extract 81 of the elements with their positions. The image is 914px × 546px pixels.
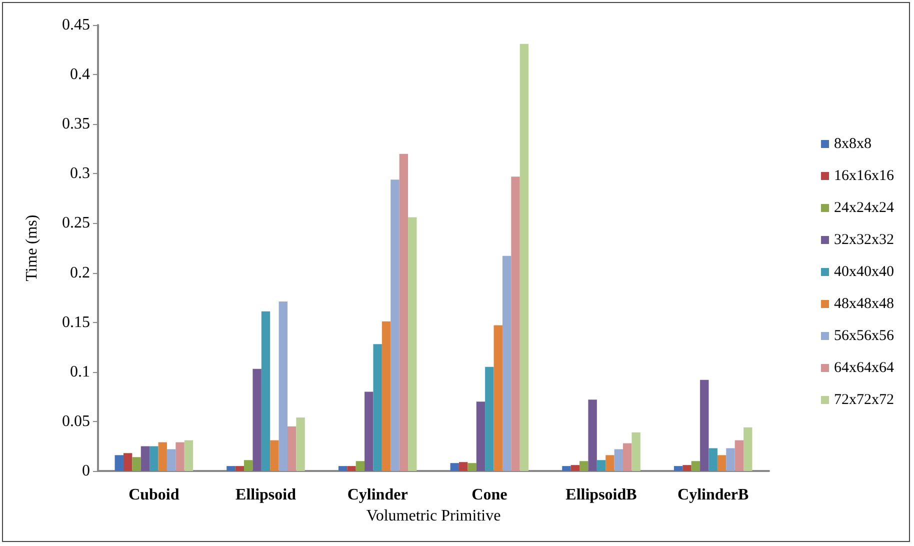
bar (287, 426, 296, 471)
bar (570, 465, 580, 471)
bar (176, 442, 184, 471)
y-tick-label: 0.35 (62, 116, 90, 133)
y-tick-label: 0 (82, 462, 90, 480)
bar (502, 256, 512, 471)
bar (596, 460, 606, 471)
bar (562, 466, 571, 471)
bar (373, 344, 382, 471)
x-tick-label: Cone (472, 486, 508, 504)
bar (132, 457, 141, 471)
x-tick-label: CylinderB (678, 486, 749, 504)
y-tick-label: 0.1 (70, 363, 90, 380)
bar (734, 440, 744, 471)
bar (399, 154, 408, 471)
legend-label: 24x24x24 (834, 200, 894, 216)
bar (691, 461, 700, 471)
bar (744, 427, 752, 471)
y-tick-label: 0.25 (62, 214, 90, 232)
bar (511, 176, 520, 471)
bar (338, 466, 348, 471)
bar (235, 466, 244, 471)
bar (364, 392, 374, 471)
bar (632, 432, 640, 471)
bar (244, 460, 253, 471)
bar (674, 466, 683, 471)
bar (682, 465, 692, 471)
y-tick-label: 0.05 (62, 412, 90, 430)
bar (382, 321, 391, 471)
legend-label: 32x32x32 (834, 232, 894, 248)
x-tick-label: EllipsoidB (566, 486, 638, 504)
y-tick-label: 0.4 (70, 66, 90, 84)
bar (622, 443, 632, 471)
y-axis-title: Time (ms) (24, 214, 40, 282)
legend-label: 8x8x8 (834, 136, 872, 152)
y-tick-label: 0.2 (70, 264, 90, 282)
bar (166, 449, 176, 471)
x-tick-label: Cuboid (128, 486, 180, 504)
bar (347, 466, 356, 471)
legend-label: 64x64x64 (834, 360, 894, 376)
bar (252, 368, 262, 471)
bar (184, 440, 194, 471)
bar (158, 442, 167, 471)
legend-label: 48x48x48 (834, 296, 894, 312)
bar (717, 455, 726, 471)
y-tick-label: 0.15 (62, 314, 90, 331)
bar (606, 455, 614, 471)
bar (476, 402, 486, 471)
x-tick-label: Cylinder (347, 486, 408, 504)
legend-label: 72x72x72 (834, 392, 894, 408)
bar (270, 440, 279, 471)
bar (356, 461, 365, 471)
legend-label: 56x56x56 (834, 328, 894, 344)
bar (614, 449, 623, 471)
legend-label: 40x40x40 (834, 264, 894, 280)
bar (150, 446, 158, 471)
bar (408, 217, 417, 471)
bar (494, 325, 502, 471)
bar (580, 461, 588, 471)
bar (726, 448, 735, 471)
bar (114, 455, 124, 471)
bar (390, 180, 400, 471)
bar (296, 417, 305, 471)
y-tick-label: 0.3 (70, 165, 90, 182)
bar (140, 446, 150, 471)
bar (458, 462, 468, 471)
x-tick-label: Ellipsoid (236, 486, 296, 504)
x-axis-title: Volumetric Primitive (366, 507, 501, 524)
bar (588, 400, 597, 471)
bar (226, 466, 236, 471)
bar (520, 44, 529, 471)
bar (708, 448, 718, 471)
bar (261, 311, 270, 471)
bar (450, 463, 459, 471)
bar (468, 463, 476, 471)
legend-label: 16x16x16 (834, 168, 894, 184)
y-tick-label: 0.45 (62, 16, 90, 34)
bar (123, 453, 132, 471)
bar (700, 380, 709, 471)
bar (278, 302, 288, 471)
bar (485, 366, 494, 471)
